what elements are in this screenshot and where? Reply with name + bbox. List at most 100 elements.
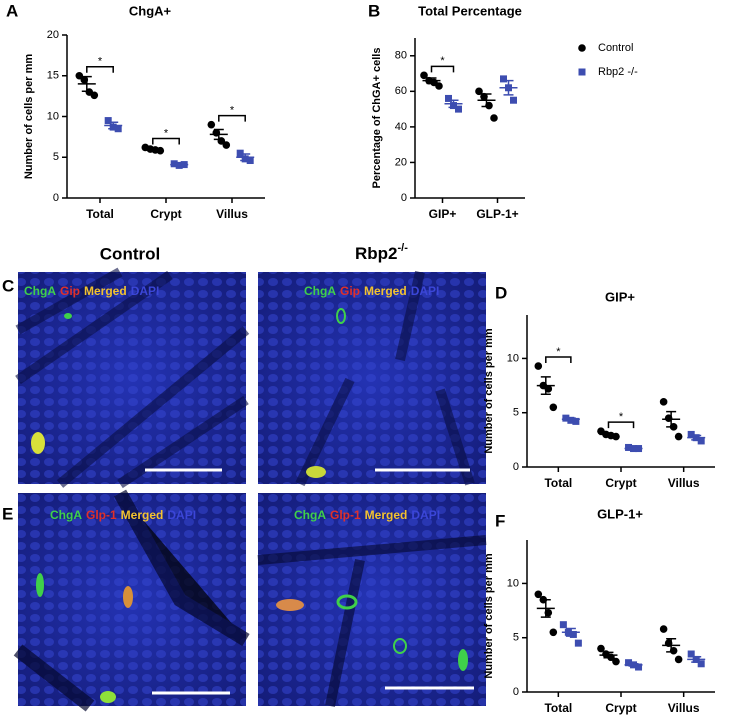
image-label-word: Merged bbox=[364, 284, 407, 298]
x-tick-label: Total bbox=[544, 476, 572, 490]
image-label-word: ChgA bbox=[294, 508, 326, 522]
image-label-word: ChgA bbox=[304, 284, 336, 298]
x-tick-label: Villus bbox=[668, 476, 700, 490]
error-bar bbox=[628, 447, 639, 450]
x-tick-label: Total bbox=[544, 701, 572, 715]
error-bar bbox=[603, 432, 614, 437]
chart-title: GLP-1+ bbox=[597, 506, 643, 521]
data-point bbox=[500, 75, 507, 83]
data-point bbox=[659, 398, 668, 406]
y-axis-label: Number of cells per mm bbox=[483, 553, 495, 679]
data-point bbox=[534, 590, 543, 599]
error-bar bbox=[503, 79, 514, 96]
image-label-word: Gip bbox=[340, 284, 360, 298]
y-tick-label: 20 bbox=[395, 156, 407, 168]
data-point bbox=[420, 71, 428, 80]
error-bar bbox=[240, 153, 251, 162]
column-header: Control bbox=[100, 244, 160, 263]
significance-bracket bbox=[152, 137, 180, 145]
data-point bbox=[625, 659, 633, 667]
error-bar bbox=[481, 93, 492, 108]
column-header: Rbp2-/- bbox=[355, 242, 408, 264]
image-label-word: DAPI bbox=[167, 508, 196, 522]
data-point bbox=[674, 655, 683, 664]
error-bar bbox=[666, 410, 677, 428]
data-point bbox=[697, 660, 705, 668]
y-tick-label: 60 bbox=[395, 85, 407, 97]
panel-letter: F bbox=[495, 511, 505, 530]
error-bar bbox=[691, 434, 702, 441]
data-point bbox=[90, 91, 99, 100]
data-point bbox=[687, 650, 695, 658]
chart-title: GIP+ bbox=[605, 289, 635, 304]
data-point bbox=[445, 94, 452, 102]
data-point bbox=[534, 362, 543, 370]
x-tick-label: Crypt bbox=[605, 701, 636, 715]
y-tick-label: 0 bbox=[53, 192, 59, 204]
y-tick-label: 80 bbox=[395, 50, 407, 62]
y-tick-label: 5 bbox=[513, 632, 519, 644]
data-point bbox=[697, 437, 705, 445]
panel-letter: D bbox=[495, 283, 507, 302]
y-tick-label: 40 bbox=[395, 121, 407, 133]
error-bar bbox=[426, 77, 437, 85]
y-tick-label: 10 bbox=[507, 352, 519, 364]
significance-bracket bbox=[86, 66, 114, 73]
legend-marker bbox=[578, 44, 586, 52]
error-bar bbox=[603, 651, 614, 659]
error-bar bbox=[540, 598, 551, 618]
image-label-word: Merged bbox=[121, 508, 164, 522]
micrograph bbox=[258, 270, 486, 487]
significance-label: * bbox=[230, 105, 235, 117]
error-bar bbox=[448, 99, 459, 109]
y-tick-label: 5 bbox=[53, 151, 59, 163]
error-bar bbox=[108, 121, 119, 130]
error-bar bbox=[666, 638, 677, 653]
significance-bracket bbox=[545, 356, 572, 364]
error-bar bbox=[565, 627, 576, 637]
data-point bbox=[635, 663, 643, 671]
significance-label: * bbox=[98, 56, 103, 68]
image-label-word: DAPI bbox=[411, 508, 440, 522]
error-bar bbox=[628, 663, 639, 667]
image-label-word: DAPI bbox=[411, 284, 440, 298]
data-point bbox=[104, 117, 112, 125]
y-tick-label: 15 bbox=[47, 70, 59, 82]
data-point bbox=[674, 432, 683, 441]
y-axis-label: Percentage of ChGA+ cells bbox=[371, 48, 383, 189]
data-point bbox=[597, 644, 605, 653]
significance-label: * bbox=[556, 346, 561, 358]
image-label-word: ChgA bbox=[24, 284, 56, 298]
image-label-word: Merged bbox=[84, 284, 127, 298]
error-bar bbox=[540, 376, 551, 396]
data-point bbox=[612, 657, 620, 666]
data-point bbox=[490, 114, 498, 122]
micrograph bbox=[13, 489, 250, 712]
error-bar bbox=[691, 655, 702, 663]
panel-letter: B bbox=[368, 1, 380, 20]
error-bar bbox=[147, 147, 158, 151]
legend-marker bbox=[578, 68, 586, 76]
image-label-word: DAPI bbox=[131, 284, 160, 298]
data-point bbox=[455, 105, 462, 113]
x-tick-label: GLP-1+ bbox=[476, 207, 518, 221]
error-bar bbox=[213, 128, 224, 141]
column-header-superscript: -/- bbox=[398, 242, 409, 254]
panel-letter: C bbox=[2, 276, 14, 295]
data-point bbox=[574, 639, 582, 647]
x-tick-label: GIP+ bbox=[429, 207, 457, 221]
y-tick-label: 5 bbox=[513, 407, 519, 419]
significance-label: * bbox=[164, 127, 169, 139]
x-tick-label: Crypt bbox=[605, 476, 636, 490]
micrograph bbox=[257, 493, 487, 708]
micrograph bbox=[15, 267, 250, 489]
image-label: ChgA Gip Merged DAPI bbox=[24, 284, 159, 298]
data-point bbox=[569, 630, 577, 638]
error-bar bbox=[174, 163, 185, 167]
y-tick-label: 0 bbox=[513, 686, 519, 698]
data-point bbox=[435, 82, 443, 90]
data-point bbox=[572, 417, 580, 425]
y-tick-label: 0 bbox=[401, 192, 407, 204]
x-tick-label: Crypt bbox=[150, 207, 181, 221]
